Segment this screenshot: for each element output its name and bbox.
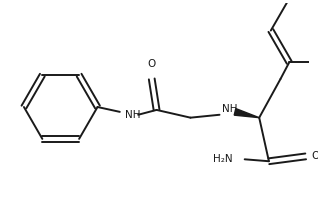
Text: NH: NH (125, 110, 140, 120)
Text: O: O (311, 151, 318, 161)
Text: O: O (148, 59, 156, 69)
Text: NH: NH (222, 104, 238, 114)
Text: H₂N: H₂N (213, 154, 233, 164)
Polygon shape (234, 109, 259, 118)
